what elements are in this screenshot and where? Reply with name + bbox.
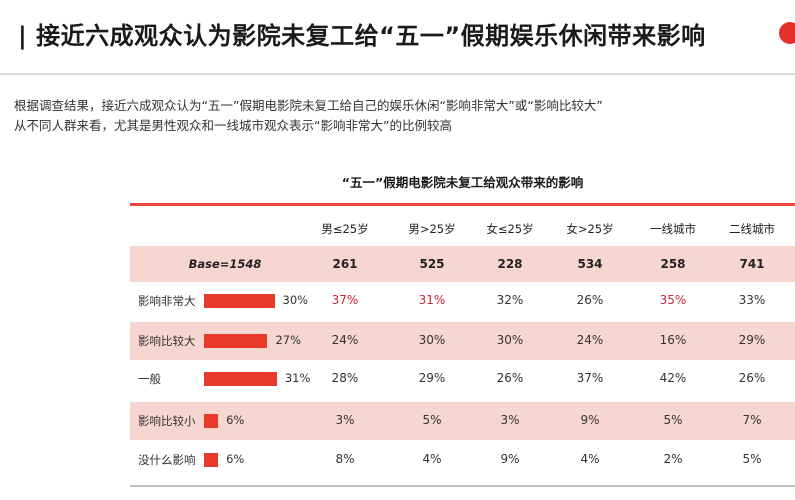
- total-bar-label: 31%: [284, 371, 311, 385]
- table-cell: 24%: [331, 333, 359, 347]
- row-label: 影响非常大: [138, 294, 196, 308]
- table-cell: 42%: [659, 371, 687, 385]
- intro-line-1: 根据调查结果，接近六成观众认为“五一”假期电影院未复工给自己的娱乐休闲“影响非常…: [14, 98, 603, 113]
- table-bottom-rule: [130, 485, 795, 487]
- table-cell: 28%: [331, 371, 359, 385]
- total-bar-label: 6%: [226, 413, 245, 427]
- table-cell: 29%: [418, 371, 446, 385]
- column-header: 男>25岁: [408, 222, 456, 236]
- base-count: 741: [739, 257, 765, 271]
- column-header: 一线城市: [650, 222, 696, 236]
- table-row: [130, 402, 795, 440]
- column-header: 女≤25岁: [486, 222, 534, 236]
- table-cell: 26%: [576, 293, 604, 307]
- table-cell: 26%: [496, 371, 524, 385]
- table-cell: 37%: [576, 371, 604, 385]
- total-bar-label: 27%: [275, 333, 301, 347]
- table-title: “五一”假期电影院未复工给观众带来的影响: [341, 175, 584, 190]
- total-bar-label: 30%: [282, 293, 309, 307]
- total-bar-label: 6%: [226, 452, 245, 466]
- table-cell: 26%: [738, 371, 766, 385]
- base-count: 261: [332, 257, 358, 271]
- base-count: 258: [660, 257, 686, 271]
- column-header: 男≤25岁: [321, 222, 369, 236]
- table-cell: 31%: [418, 293, 446, 307]
- base-count: 534: [577, 257, 603, 271]
- title-divider: [0, 73, 795, 75]
- table-cell: 4%: [580, 452, 600, 466]
- table-cell: 35%: [659, 293, 687, 307]
- table-cell: 30%: [418, 333, 446, 347]
- table-cell: 30%: [496, 333, 524, 347]
- total-bar: [204, 414, 219, 428]
- total-bar: [204, 294, 275, 308]
- base-label: Base=1548: [188, 257, 262, 271]
- table-cell: 37%: [331, 293, 359, 307]
- table-cell: 5%: [742, 452, 762, 466]
- intro-line-2: 从不同人群来看，尤其是男性观众和一线城市观众表示“影响非常大”的比例较高: [14, 118, 452, 133]
- table-cell: 2%: [663, 452, 683, 466]
- table-cell: 8%: [335, 452, 355, 466]
- table-cell: 32%: [496, 293, 524, 307]
- row-label: 没什么影响: [138, 453, 196, 467]
- column-header: 二线城市: [729, 222, 775, 236]
- table-header-band: [130, 203, 795, 244]
- table-cell: 3%: [500, 413, 520, 427]
- table-cell: 24%: [576, 333, 604, 347]
- page-title: | 接近六成观众认为影院未复工给“五一”假期娱乐休闲带来影响: [18, 22, 706, 50]
- table-cell: 29%: [738, 333, 766, 347]
- brand-logo: [779, 22, 795, 44]
- row-label: 影响比较小: [138, 414, 196, 428]
- intro-text: 根据调查结果，接近六成观众认为“五一”假期电影院未复工给自己的娱乐休闲“影响非常…: [14, 96, 603, 136]
- base-count: 525: [419, 257, 445, 271]
- table-cell: 5%: [422, 413, 442, 427]
- total-bar: [204, 334, 268, 348]
- base-count: 228: [497, 257, 523, 271]
- total-bar: [204, 453, 219, 467]
- column-header: 女>25岁: [566, 222, 614, 236]
- row-label: 一般: [138, 372, 161, 386]
- table-cell: 9%: [580, 413, 600, 427]
- table-cell: 5%: [663, 413, 683, 427]
- table-base-band: [130, 246, 795, 282]
- row-label: 影响比较大: [138, 334, 196, 348]
- table-cell: 4%: [422, 452, 442, 466]
- table-cell: 3%: [335, 413, 355, 427]
- table-cell: 33%: [738, 293, 766, 307]
- table-cell: 16%: [659, 333, 687, 347]
- total-bar: [204, 372, 277, 386]
- table-cell: 9%: [500, 452, 520, 466]
- table-cell: 7%: [742, 413, 762, 427]
